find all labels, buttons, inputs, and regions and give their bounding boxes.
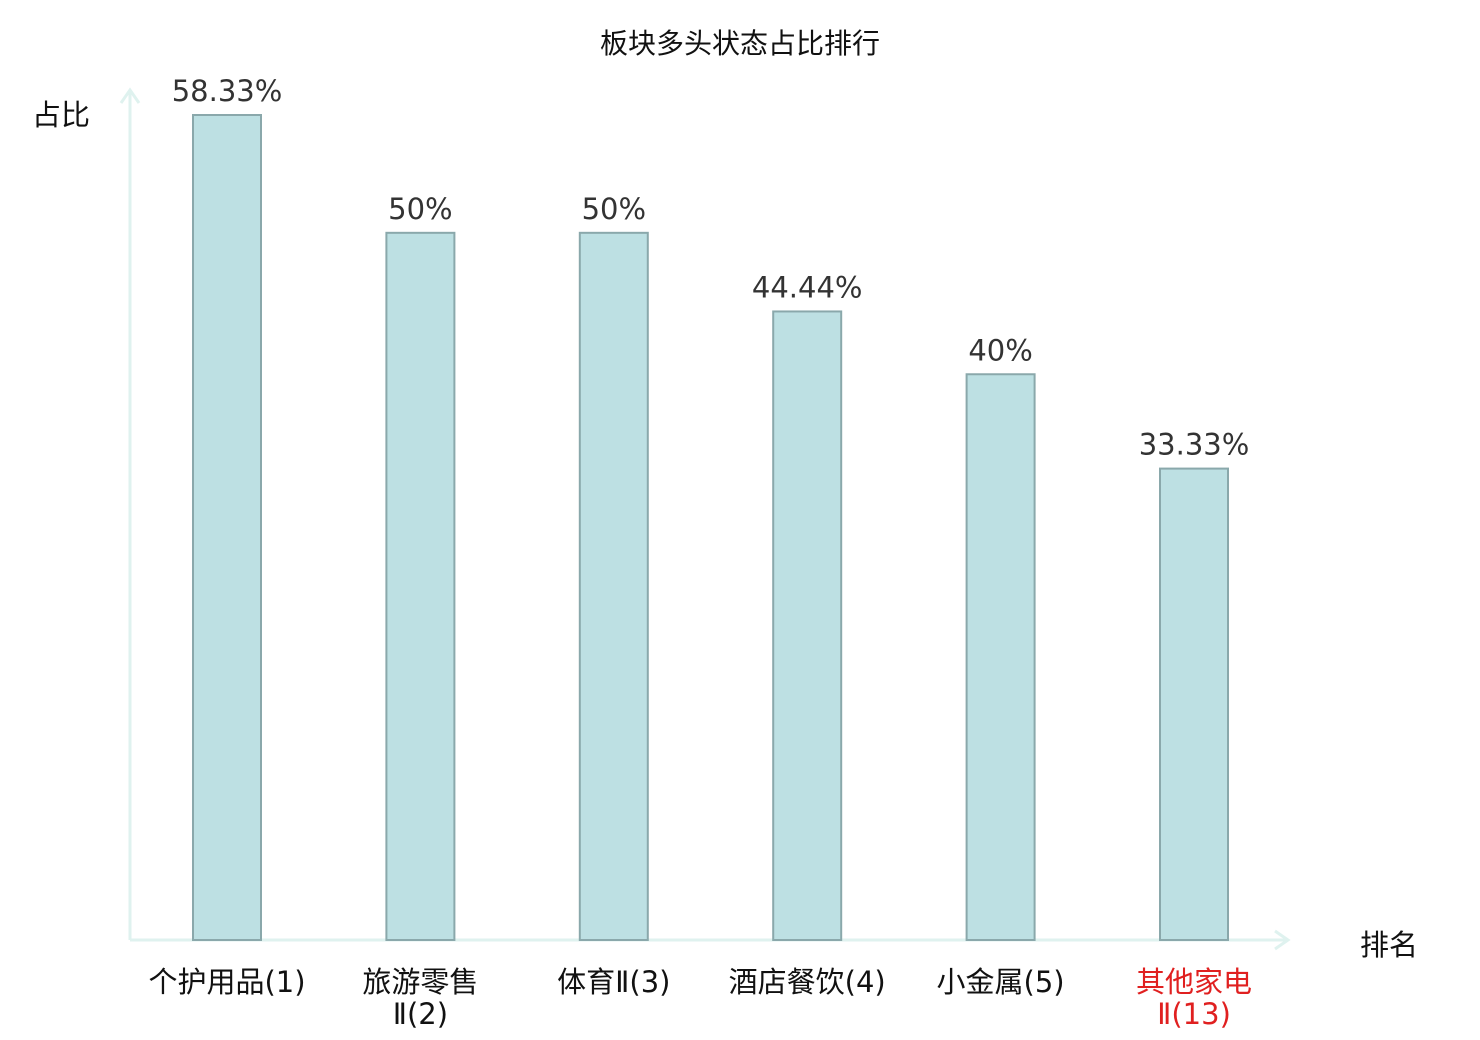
category-label-line1: 小金属(5)	[936, 965, 1065, 999]
x-axis-label: 排名	[1360, 928, 1419, 962]
data-label: 58.33%	[172, 74, 283, 108]
chart-title: 板块多头状态占比排行	[599, 27, 880, 60]
data-label: 44.44%	[752, 270, 863, 304]
data-label: 50%	[582, 192, 646, 226]
data-labels: 58.33% 50% 50% 44.44% 40% 33.33%	[172, 74, 1250, 462]
data-label: 40%	[968, 333, 1032, 367]
category-label-line2: Ⅱ(2)	[392, 997, 449, 1031]
category-label: 其他家电 Ⅱ(13)	[1084, 966, 1304, 1030]
data-label: 33.33%	[1139, 428, 1250, 462]
category-label-line1: 个护用品(1)	[148, 965, 306, 999]
bar	[385, 231, 456, 942]
x-axis-arrow	[1274, 929, 1291, 951]
category-label-line1: 旅游零售	[362, 965, 479, 999]
category-label-line1: 酒店餐饮(4)	[728, 965, 886, 999]
y-axis-label: 占比	[32, 98, 91, 132]
category-label-line1: 体育Ⅱ(3)	[557, 965, 671, 999]
category-label: 酒店餐饮(4)	[697, 966, 917, 998]
category-label: 个护用品(1)	[117, 966, 337, 998]
bar	[965, 373, 1036, 942]
bar	[1159, 467, 1229, 941]
category-label: 小金属(5)	[891, 966, 1111, 998]
category-label: 旅游零售 Ⅱ(2)	[310, 966, 530, 1030]
category-label: 体育Ⅱ(3)	[504, 966, 724, 998]
y-axis-arrow	[119, 87, 141, 104]
bar	[192, 114, 262, 941]
category-label-line1: 其他家电	[1135, 965, 1252, 999]
bar	[772, 310, 843, 941]
bar	[578, 231, 649, 942]
category-label-line2: Ⅱ(13)	[1157, 997, 1231, 1031]
bars	[192, 114, 1229, 942]
axes	[119, 87, 1291, 951]
data-label: 50%	[388, 192, 452, 226]
